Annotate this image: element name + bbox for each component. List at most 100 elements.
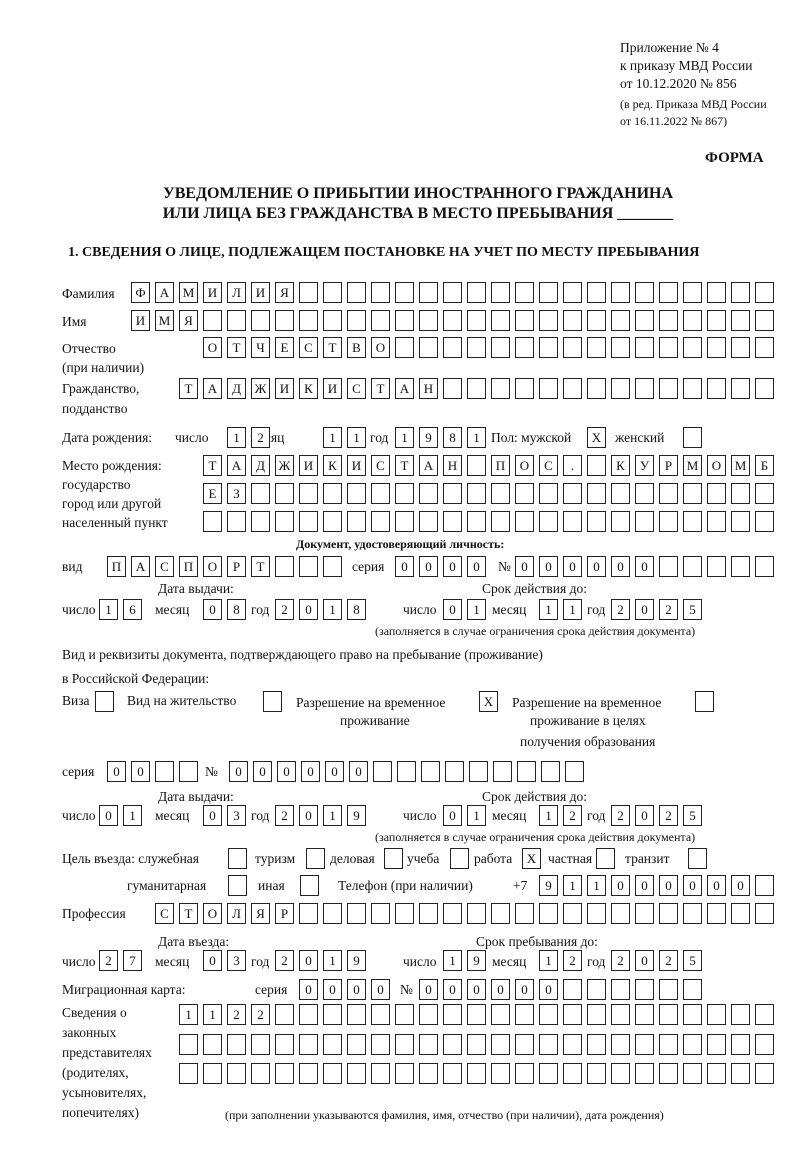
char-cell[interactable]	[373, 761, 392, 782]
char-cell[interactable]	[491, 903, 510, 924]
char-cell[interactable]	[347, 310, 366, 331]
char-cell[interactable]: 0	[325, 761, 344, 782]
char-cell[interactable]	[683, 511, 702, 532]
char-cell[interactable]	[539, 1004, 558, 1025]
checkbox[interactable]	[695, 691, 714, 712]
char-cell[interactable]: 2	[659, 805, 678, 826]
char-cell[interactable]	[683, 979, 702, 1000]
char-cell[interactable]	[371, 1004, 390, 1025]
char-cell[interactable]	[707, 511, 726, 532]
char-cell[interactable]: Ж	[251, 378, 270, 399]
char-cell[interactable]: 0	[659, 875, 678, 896]
char-cell[interactable]	[323, 310, 342, 331]
char-cell[interactable]: 8	[443, 427, 462, 448]
char-cell[interactable]	[587, 310, 606, 331]
char-cell[interactable]: 0	[277, 761, 296, 782]
char-cell[interactable]: Я	[251, 903, 270, 924]
char-cell[interactable]: 2	[251, 427, 270, 448]
char-cell[interactable]	[611, 1063, 630, 1084]
char-cell[interactable]	[323, 556, 342, 577]
char-cell[interactable]	[707, 903, 726, 924]
char-cell[interactable]	[347, 903, 366, 924]
char-cell[interactable]	[467, 1063, 486, 1084]
char-cell[interactable]: Т	[179, 378, 198, 399]
char-cell[interactable]	[323, 1063, 342, 1084]
char-cell[interactable]	[491, 1034, 510, 1055]
char-cell[interactable]: 1	[467, 599, 486, 620]
char-cell[interactable]: 0	[611, 556, 630, 577]
char-cell[interactable]: 2	[659, 599, 678, 620]
checkbox[interactable]	[228, 848, 247, 869]
char-cell[interactable]: О	[515, 455, 534, 476]
char-cell[interactable]	[539, 310, 558, 331]
char-cell[interactable]: П	[491, 455, 510, 476]
char-cell[interactable]	[299, 1063, 318, 1084]
char-cell[interactable]	[203, 1034, 222, 1055]
char-cell[interactable]	[371, 903, 390, 924]
char-cell[interactable]: 0	[131, 761, 150, 782]
char-cell[interactable]: 0	[347, 979, 366, 1000]
char-cell[interactable]: А	[155, 282, 174, 303]
char-cell[interactable]	[467, 903, 486, 924]
char-cell[interactable]	[731, 511, 750, 532]
char-cell[interactable]: С	[299, 337, 318, 358]
char-cell[interactable]	[731, 1063, 750, 1084]
char-cell[interactable]: Е	[275, 337, 294, 358]
char-cell[interactable]	[323, 483, 342, 504]
char-cell[interactable]	[491, 1004, 510, 1025]
char-cell[interactable]	[299, 1034, 318, 1055]
char-cell[interactable]	[491, 337, 510, 358]
char-cell[interactable]	[515, 1063, 534, 1084]
char-cell[interactable]: 2	[611, 599, 630, 620]
checkbox[interactable]	[688, 848, 707, 869]
char-cell[interactable]: К	[611, 455, 630, 476]
char-cell[interactable]	[539, 1063, 558, 1084]
char-cell[interactable]	[251, 310, 270, 331]
char-cell[interactable]: В	[347, 337, 366, 358]
char-cell[interactable]: 9	[419, 427, 438, 448]
char-cell[interactable]: 3	[227, 950, 246, 971]
char-cell[interactable]	[347, 1063, 366, 1084]
char-cell[interactable]	[659, 282, 678, 303]
char-cell[interactable]: 0	[349, 761, 368, 782]
char-cell[interactable]	[421, 761, 440, 782]
char-cell[interactable]	[683, 556, 702, 577]
char-cell[interactable]	[395, 903, 414, 924]
char-cell[interactable]	[683, 1034, 702, 1055]
char-cell[interactable]: О	[203, 556, 222, 577]
char-cell[interactable]: 9	[467, 950, 486, 971]
char-cell[interactable]	[179, 761, 198, 782]
char-cell[interactable]	[275, 1063, 294, 1084]
char-cell[interactable]	[659, 1063, 678, 1084]
char-cell[interactable]	[395, 1034, 414, 1055]
char-cell[interactable]: Ж	[275, 455, 294, 476]
char-cell[interactable]: М	[155, 310, 174, 331]
char-cell[interactable]	[251, 1034, 270, 1055]
char-cell[interactable]: 1	[467, 427, 486, 448]
char-cell[interactable]	[755, 378, 774, 399]
char-cell[interactable]: О	[203, 903, 222, 924]
char-cell[interactable]	[683, 483, 702, 504]
char-cell[interactable]	[371, 1063, 390, 1084]
char-cell[interactable]	[659, 378, 678, 399]
char-cell[interactable]: Р	[275, 903, 294, 924]
char-cell[interactable]	[251, 483, 270, 504]
char-cell[interactable]	[251, 511, 270, 532]
char-cell[interactable]: Т	[251, 556, 270, 577]
char-cell[interactable]: 6	[123, 599, 142, 620]
char-cell[interactable]	[371, 310, 390, 331]
char-cell[interactable]: 5	[683, 805, 702, 826]
char-cell[interactable]: Т	[323, 337, 342, 358]
checkbox[interactable]	[683, 427, 702, 448]
char-cell[interactable]	[491, 1063, 510, 1084]
char-cell[interactable]: 0	[301, 761, 320, 782]
char-cell[interactable]	[515, 483, 534, 504]
char-cell[interactable]	[443, 1034, 462, 1055]
char-cell[interactable]	[227, 310, 246, 331]
char-cell[interactable]	[469, 761, 488, 782]
char-cell[interactable]: О	[203, 337, 222, 358]
char-cell[interactable]: 0	[635, 599, 654, 620]
char-cell[interactable]	[419, 903, 438, 924]
char-cell[interactable]	[491, 310, 510, 331]
char-cell[interactable]	[683, 310, 702, 331]
